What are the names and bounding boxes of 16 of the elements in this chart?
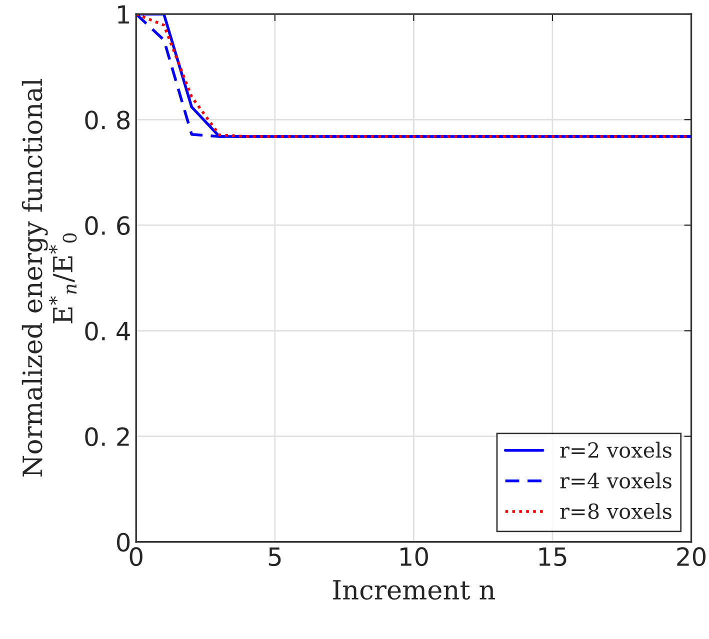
x-tick-label: 10 <box>400 547 428 566</box>
x-axis-title: Increment n <box>333 580 495 600</box>
x-tick-label: 20 <box>677 547 706 566</box>
x-tick-label: 15 <box>539 548 566 566</box>
y-tick-label: 0 <box>117 532 130 552</box>
y-tick-label: 0. 2 <box>85 427 129 446</box>
y-axis-title: Normalized energy functional E$^{*}$$_{n}$/E$^{*}$$_{0}$ <box>22 78 77 477</box>
y-tick-label: 0. 4 <box>85 322 130 341</box>
legend-label: r=2 voxels <box>560 442 672 458</box>
legend-label: r=4 voxels <box>560 472 672 489</box>
y-tick-label: 0. 6 <box>85 216 130 236</box>
y-tick-label: 1 <box>118 5 129 24</box>
x-tick-label: 0 <box>130 547 142 566</box>
legend-label: r=8 voxels <box>560 502 672 520</box>
x-tick-label: 5 <box>268 548 281 566</box>
y-tick-label: 0. 8 <box>85 110 130 130</box>
